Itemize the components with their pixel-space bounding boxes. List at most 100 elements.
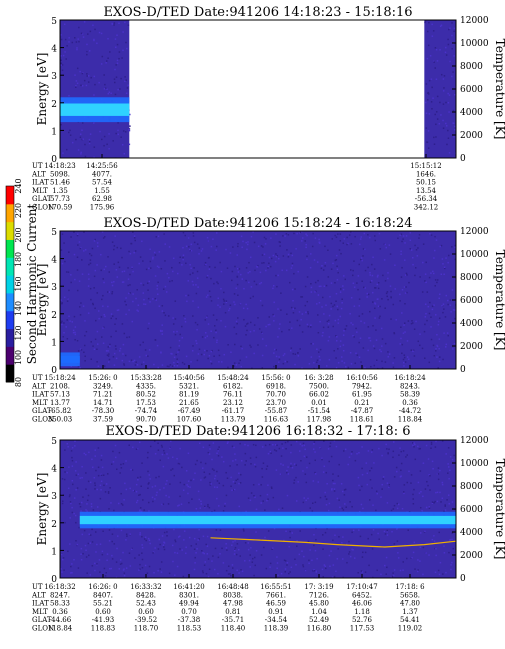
table-cell: 6182. — [223, 382, 243, 390]
table-row-label: ALT — [31, 170, 46, 178]
y-tick-label: 1 — [51, 547, 57, 557]
table-cell: 47.98 — [223, 600, 243, 608]
table-cell: 0.91 — [268, 608, 284, 616]
y-tick-label: 0 — [51, 575, 57, 585]
y-tick-label: 1 — [51, 127, 57, 137]
table-cell: 2108. — [50, 382, 70, 390]
table-cell: 0.36 — [402, 399, 418, 407]
table-cell: 16:48:48 — [217, 583, 248, 591]
table-cell: 0.01 — [311, 399, 327, 407]
table-cell: -34.54 — [265, 616, 288, 624]
table-cell: 118.61 — [350, 416, 375, 424]
y2-tick-label: 12000 — [460, 436, 489, 446]
colorbar-segment — [6, 328, 14, 347]
table-cell: 8243. — [400, 382, 420, 390]
table-cell: 49.94 — [179, 600, 200, 608]
y2-axis-label: Temperature [K] — [493, 459, 505, 560]
table-cell: 1.35 — [52, 187, 68, 195]
table-cell: 116.63 — [264, 416, 289, 424]
data-span — [60, 231, 456, 369]
table-cell: 16:18:32 — [44, 583, 75, 591]
table-row-label: GLAT — [32, 195, 52, 203]
table-row-label: MLT — [32, 608, 48, 616]
table-cell: 8038. — [223, 591, 243, 599]
table-row-label: GLAT — [32, 407, 52, 415]
y2-tick-label: 2000 — [460, 342, 483, 352]
table-cell: 57.54 — [92, 179, 113, 187]
y-axis-label: Energy [eV] — [35, 473, 49, 546]
y2-axis-label: Temperature [K] — [493, 39, 505, 140]
table-cell: 0.81 — [225, 608, 241, 616]
table-cell: 46.59 — [266, 600, 286, 608]
table-row-label: ILAT — [32, 600, 49, 608]
colorbar-tick-label: 180 — [14, 252, 23, 267]
y-tick-label: 3 — [51, 283, 57, 293]
table-cell: 16:10:56 — [346, 374, 378, 382]
colorbar-tick-label: 220 — [14, 203, 23, 218]
y2-tick-label: 0 — [460, 365, 466, 375]
table-row-label: GLAT — [32, 616, 52, 624]
table-cell: 16:55:51 — [260, 583, 291, 591]
table-cell: 57.73 — [50, 195, 70, 203]
table-cell: 119.02 — [398, 625, 423, 633]
table-cell: 16:41:20 — [173, 583, 204, 591]
y-axis-label: Energy [eV] — [35, 53, 49, 126]
table-cell: 0.70 — [181, 608, 197, 616]
y2-tick-label: 10000 — [460, 250, 489, 260]
table-cell: 118.70 — [134, 625, 159, 633]
y2-tick-label: 10000 — [460, 459, 489, 469]
table-row-label: GLON — [32, 625, 54, 633]
table-cell: -35.71 — [222, 616, 244, 624]
table-cell: 57.13 — [50, 391, 70, 399]
table-cell: 45.80 — [309, 600, 329, 608]
y-tick-label: 0 — [51, 155, 57, 165]
table-cell: -51.54 — [308, 407, 331, 415]
table-cell: 0.21 — [354, 399, 370, 407]
table-row-label: UT — [32, 374, 43, 382]
table-cell: 17:10:47 — [346, 583, 377, 591]
table-cell: 58.33 — [50, 600, 70, 608]
table-cell: 170.59 — [48, 204, 73, 212]
intensity-band-core — [60, 355, 80, 363]
table-cell: 8247. — [50, 591, 70, 599]
colorbar: 80 100 120 140 160 180 200 220 240 Second Harmoni… — [5, 178, 39, 387]
table-cell: 3249. — [93, 382, 113, 390]
y-tick-label: 4 — [51, 45, 57, 55]
temperature-trace — [210, 537, 456, 548]
y-tick-label: 0 — [51, 366, 57, 376]
table-row-label: ALT — [31, 591, 46, 599]
table-cell: 7500. — [309, 382, 329, 390]
table-cell: 118.40 — [221, 625, 246, 633]
table-cell: 52.49 — [309, 616, 329, 624]
y-tick-label: 5 — [51, 228, 57, 238]
y2-tick-label: 0 — [460, 574, 466, 584]
y-tick-label: 2 — [51, 311, 57, 321]
table-cell: 0.36 — [52, 608, 68, 616]
table-cell: 4335. — [136, 382, 156, 390]
table-cell: 16:18:24 — [394, 374, 426, 382]
colorbar-segment — [6, 239, 14, 258]
colorbar-segment — [6, 257, 14, 276]
table-cell: -47.87 — [351, 407, 373, 415]
table-cell: 21.65 — [179, 399, 199, 407]
y2-tick-label: 12000 — [460, 16, 489, 26]
table-cell: 1.37 — [402, 608, 418, 616]
table-row-label: ILAT — [32, 179, 49, 187]
table-cell: 55.21 — [93, 600, 113, 608]
table-cell: 0.60 — [95, 608, 111, 616]
table-cell: 1.18 — [354, 608, 370, 616]
colorbar-segment — [6, 364, 14, 383]
table-cell: -67.49 — [178, 407, 200, 415]
table-cell: 118.53 — [177, 625, 202, 633]
colorbar-segment — [6, 346, 14, 365]
table-cell: 14:25:56 — [86, 162, 118, 170]
data-span — [424, 20, 456, 158]
table-cell: 350.03 — [48, 416, 73, 424]
table-cell: 51.46 — [50, 179, 71, 187]
table-cell: 15:40:56 — [173, 374, 205, 382]
y2-tick-label: 8000 — [460, 62, 483, 72]
table-cell: 15:33:28 — [130, 374, 161, 382]
table-cell: 50.15 — [416, 179, 436, 187]
y2-tick-label: 4000 — [460, 108, 483, 118]
